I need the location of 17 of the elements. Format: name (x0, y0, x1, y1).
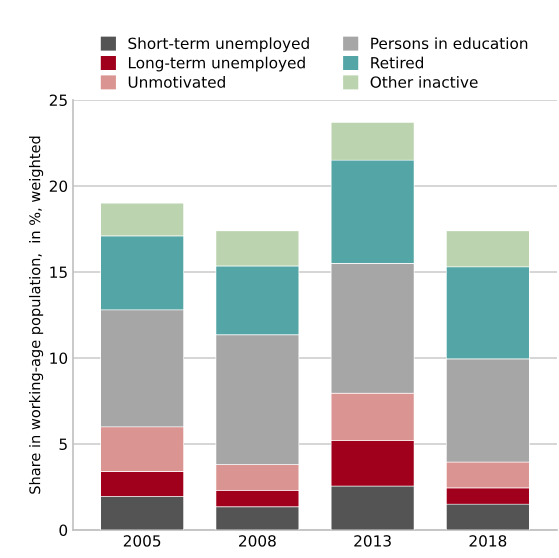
x-tick-label: 2013 (354, 535, 391, 547)
legend-label: Short-term unemployed (128, 37, 309, 52)
x-tick-label: 2018 (470, 535, 506, 547)
y-tick-label: 5 (60, 438, 67, 450)
y-tick-label: 25 (50, 94, 67, 106)
x-tick-label: 2008 (239, 535, 276, 547)
legend-label: Retired (371, 56, 423, 68)
y-tick-label: 15 (50, 266, 67, 278)
legend-label: Unmotivated (128, 76, 225, 88)
y-tick-label: 0 (59, 524, 68, 536)
legend-label: Persons in education (371, 37, 528, 50)
legend-label: Long-term unemployed (128, 56, 305, 72)
legend-label: Other inactive (370, 76, 478, 88)
y-axis-title: Share in working-age population, in %, weighted (29, 136, 44, 494)
y-tick-label: 20 (50, 180, 68, 192)
y-tick-label: 10 (50, 352, 68, 364)
x-tick-label: 2005 (124, 535, 160, 547)
